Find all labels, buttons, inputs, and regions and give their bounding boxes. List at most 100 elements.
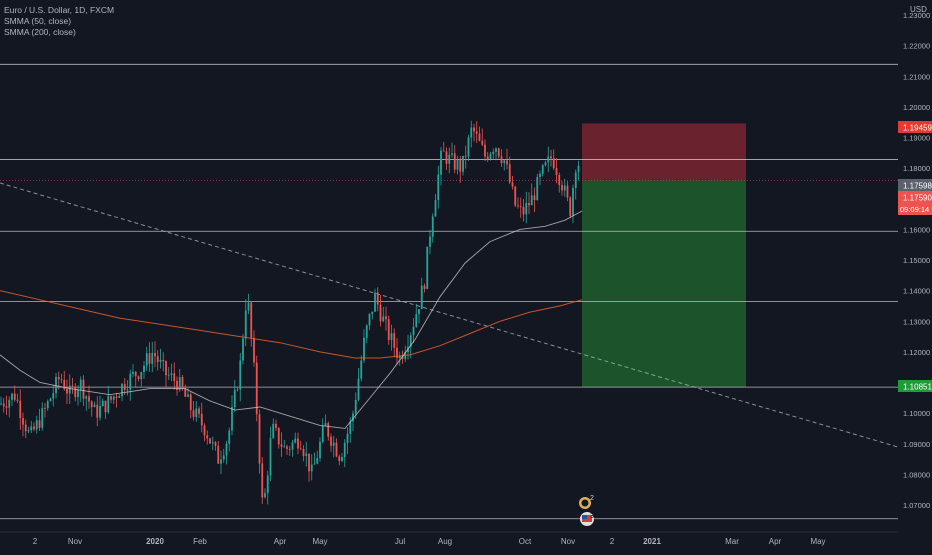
candle-body: [313, 463, 316, 465]
candle-body: [162, 359, 165, 362]
candle-body: [376, 292, 379, 305]
candle-body: [398, 355, 401, 358]
candle-body: [19, 400, 22, 419]
candle-body: [68, 385, 71, 394]
candle-body: [305, 453, 308, 456]
candle-body: [294, 438, 297, 443]
candle-body: [27, 430, 30, 432]
time-tick-label: 2021: [643, 537, 661, 546]
time-tick-label: Oct: [519, 537, 532, 546]
price-tick-label: 1.10000: [903, 409, 930, 418]
candle-body: [382, 316, 385, 322]
horizontal-levels[interactable]: [0, 63, 898, 520]
candle-body: [206, 435, 209, 439]
candle-body: [387, 319, 390, 341]
candle-body: [272, 423, 275, 439]
candle-body: [555, 168, 558, 176]
price-tick-label: 1.20000: [903, 103, 930, 112]
candle-body: [349, 421, 352, 434]
symbol-title[interactable]: Euro / U.S. Dollar, 1D, FXCM: [4, 5, 115, 15]
candle-body: [561, 184, 563, 191]
candle-body: [275, 423, 277, 428]
candle-body: [429, 236, 431, 247]
candle-body: [189, 394, 192, 411]
candle-body: [233, 389, 236, 408]
candle-body: [508, 164, 511, 183]
candle-body: [467, 137, 470, 157]
take-profit-zone[interactable]: [582, 180, 746, 388]
svg-text:1.10851: 1.10851: [903, 383, 932, 392]
candle-body: [321, 425, 324, 442]
candle-body: [264, 493, 266, 498]
smma-50-legend[interactable]: SMMA (50, close): [4, 16, 72, 26]
time-tick-label: Apr: [274, 537, 287, 546]
candle-body: [203, 425, 206, 436]
candle-body: [497, 148, 500, 157]
stop-loss-zone[interactable]: [582, 123, 746, 181]
candle-body: [228, 430, 231, 444]
candle-body: [44, 408, 46, 409]
candle-body: [2, 403, 5, 407]
candle-body: [132, 371, 134, 374]
time-tick-label: Nov: [561, 537, 575, 546]
candle-body: [401, 355, 404, 360]
take-profit-badge: 1.10851: [898, 380, 932, 392]
price-tick-label: 1.08000: [903, 470, 930, 479]
price-tick-label: 1.07000: [903, 501, 930, 510]
bar-countdown: 09:09:14: [900, 205, 929, 214]
candle-body: [214, 442, 217, 446]
position-tool[interactable]: [582, 123, 746, 388]
time-tick-label: Feb: [193, 537, 207, 546]
candle-body: [159, 359, 162, 362]
candle-body: [558, 175, 561, 185]
candle-body: [220, 459, 222, 464]
economic-events-marker[interactable]: 2: [579, 495, 594, 509]
candle-body: [247, 302, 250, 311]
candle-body: [530, 195, 533, 206]
time-axis[interactable]: 2 Nov 2020 Feb Apr May Jul Aug Oct Nov 2 2021 Mar Apr…: [0, 531, 932, 550]
candle-body: [286, 446, 288, 449]
trend-line[interactable]: [0, 182, 899, 448]
candle-body: [525, 202, 528, 215]
candle-body: [310, 464, 313, 472]
candle-body: [299, 448, 302, 450]
candle-body: [517, 205, 519, 207]
candle-body: [440, 150, 442, 175]
candle-body: [85, 396, 88, 399]
candle-body: [478, 133, 481, 141]
candle-body: [500, 156, 503, 164]
time-tick-label: 2: [610, 537, 615, 546]
candle-body: [200, 413, 203, 426]
candle-body: [511, 182, 514, 187]
time-tick-label: Nov: [68, 537, 82, 546]
candle-body: [528, 202, 530, 206]
price-axis[interactable]: USD 1.230001.220001.210001.200001.190001…: [898, 0, 932, 532]
candle-body: [448, 154, 451, 164]
candle-body: [140, 372, 143, 380]
candle-body: [66, 389, 68, 394]
candle-body: [250, 302, 253, 338]
candle-body: [569, 197, 572, 216]
candle-body: [261, 463, 264, 498]
candle-body: [154, 352, 156, 357]
candle-body: [473, 127, 475, 132]
candle-body: [547, 156, 550, 163]
candle-body: [431, 216, 434, 237]
candle-body: [566, 185, 569, 198]
svg-text:1.17598: 1.17598: [903, 182, 932, 191]
candle-body: [121, 383, 123, 397]
us-flag-event-icon[interactable]: 3: [580, 512, 594, 526]
candle-body: [143, 365, 145, 373]
candle-body: [156, 356, 159, 362]
candle-body: [492, 151, 495, 154]
time-tick-label: Mar: [725, 537, 739, 546]
candle-body: [343, 443, 346, 457]
smma-200-legend[interactable]: SMMA (200, close): [4, 27, 76, 37]
candle-body: [486, 156, 489, 159]
time-tick-label: Aug: [438, 537, 452, 546]
time-tick-label: Apr: [769, 537, 782, 546]
candle-body: [110, 396, 112, 400]
candle-body: [222, 455, 225, 460]
candle-body: [330, 436, 332, 446]
